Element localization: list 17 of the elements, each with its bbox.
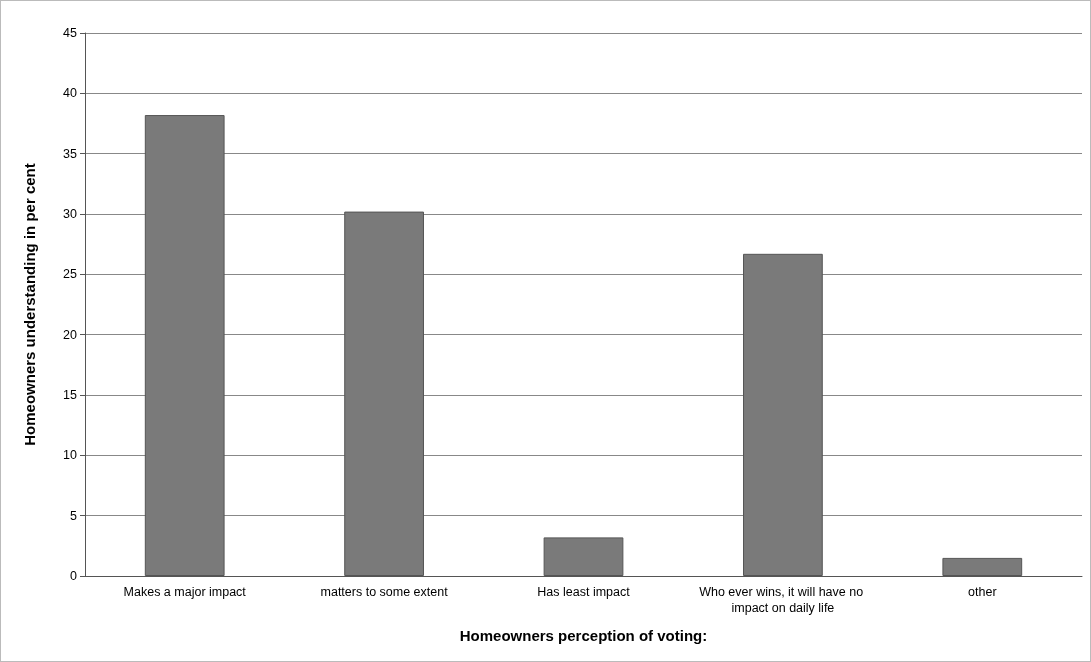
x-axis-title: Homeowners perception of voting: (459, 627, 708, 644)
y-axis-title: Homeowners understanding in per cent (21, 163, 38, 446)
x-tick-label: matters to some extent (320, 585, 449, 599)
x-tick-label: other (968, 585, 997, 599)
x-tick-label: Who ever wins, it will have no impact on daily life (699, 585, 867, 615)
y-tick-label: 10 (63, 448, 78, 463)
y-tick-label: 45 (63, 26, 78, 40)
y-tick-label: 25 (63, 267, 78, 282)
y-tick-label: 40 (63, 86, 78, 101)
x-tick-label: Makes a major impact (123, 585, 247, 599)
y-tick-label: 20 (63, 327, 78, 342)
x-tick-label: Has least impact (537, 585, 631, 599)
y-tick-label: 35 (63, 146, 78, 161)
y-tick-label: 30 (63, 207, 78, 221)
y-tick-label: 5 (70, 508, 78, 523)
y-tick-label: 15 (63, 388, 78, 402)
y-tick-label: 0 (70, 569, 78, 583)
